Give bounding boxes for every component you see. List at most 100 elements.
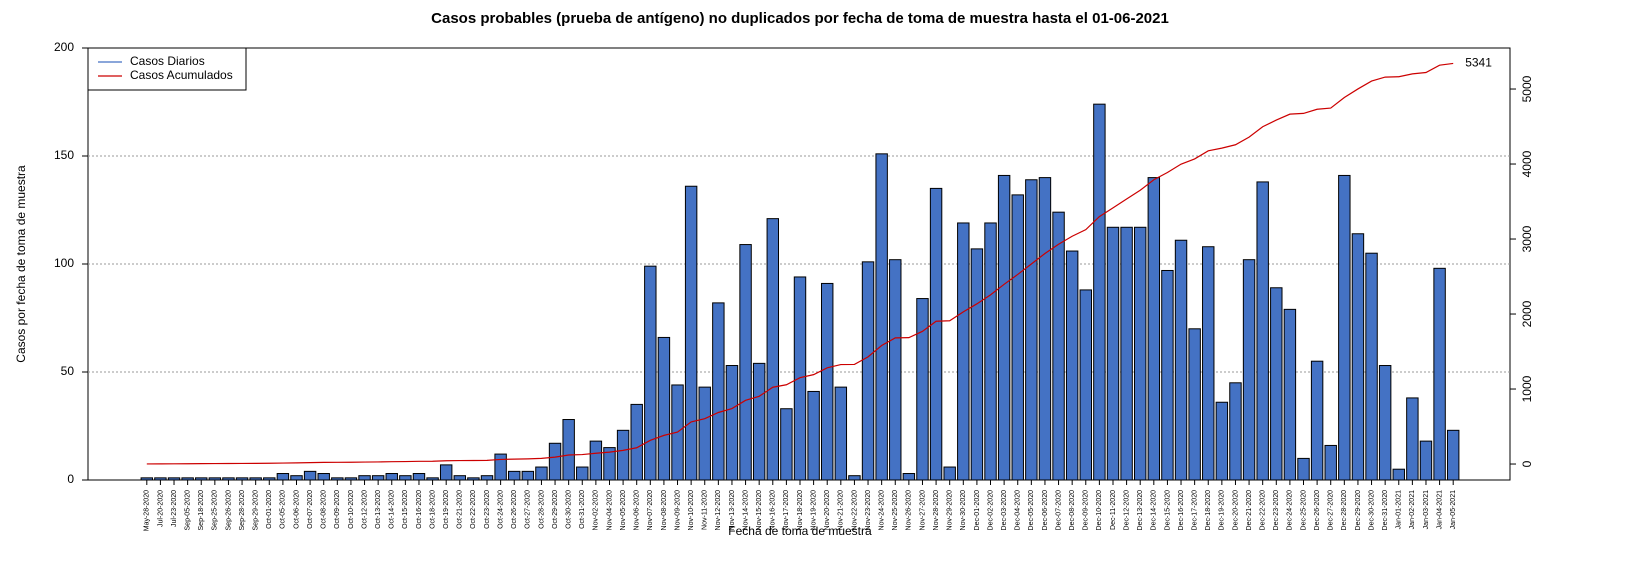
x-tick-label: Nov-09-2020 — [674, 490, 681, 531]
bar — [725, 365, 739, 481]
bar — [1229, 382, 1242, 481]
bar — [861, 261, 875, 481]
bar — [1378, 365, 1392, 481]
cumulative-line — [146, 62, 1454, 465]
x-tick-label: Dec-31-2020 — [1382, 490, 1389, 531]
bar — [821, 282, 834, 481]
bar — [1338, 174, 1351, 481]
x-tick-label: Nov-16-2020 — [770, 490, 777, 531]
x-tick-label: Dec-21-2020 — [1246, 490, 1253, 531]
bar — [1038, 177, 1052, 481]
bar — [1025, 179, 1038, 481]
x-tick-label: Dec-07-2020 — [1055, 490, 1062, 531]
bar — [1147, 177, 1161, 481]
x-tick-label: Dec-09-2020 — [1083, 490, 1090, 531]
bar — [331, 477, 344, 481]
bar — [698, 386, 711, 481]
bar — [780, 408, 793, 481]
x-tick-label: Nov-04-2020 — [606, 490, 613, 531]
x-tick-label: Dec-27-2020 — [1328, 490, 1335, 531]
bar — [426, 477, 439, 481]
x-tick-label: Dec-26-2020 — [1314, 490, 1321, 531]
x-tick-label: Dec-04-2020 — [1015, 490, 1022, 531]
bar — [1188, 328, 1201, 481]
x-tick-label: Dec-03-2020 — [1001, 490, 1008, 531]
chart-title: Casos probables (prueba de antígeno) no … — [431, 10, 1169, 27]
x-tick-label: Dec-22-2020 — [1260, 490, 1267, 531]
x-tick-label: Nov-19-2020 — [810, 490, 817, 531]
x-tick-label: Dec-24-2020 — [1287, 490, 1294, 531]
x-tick-label: Oct-16-2020 — [416, 490, 423, 529]
bar — [399, 475, 412, 481]
bar — [1242, 259, 1256, 481]
x-tick-label: Oct-13-2020 — [375, 490, 382, 529]
bar — [385, 473, 398, 481]
x-tick-label: Dec-17-2020 — [1191, 490, 1198, 531]
bar — [739, 244, 752, 481]
x-tick-label: Nov-14-2020 — [742, 490, 749, 531]
bar — [1406, 397, 1419, 481]
x-tick-label: Dec-19-2020 — [1219, 490, 1226, 531]
bar — [589, 440, 603, 481]
x-tick-label: Oct-29-2020 — [552, 490, 559, 529]
y2-tick-label: 4000 — [1520, 150, 1534, 177]
bar — [752, 362, 766, 481]
bar — [1011, 194, 1024, 481]
bar — [929, 187, 943, 481]
bar — [997, 174, 1011, 481]
x-tick-label: Nov-21-2020 — [838, 490, 845, 531]
legend-box — [87, 47, 247, 91]
x-tick-label: Oct-23-2020 — [484, 490, 491, 529]
x-tick-label: Oct-24-2020 — [497, 490, 504, 529]
x-tick-label: Oct-26-2020 — [511, 490, 518, 529]
bar — [344, 477, 358, 481]
bar — [1270, 287, 1283, 481]
bar — [943, 466, 956, 481]
bar — [358, 475, 371, 481]
bar — [494, 453, 507, 481]
bar — [235, 477, 249, 481]
x-tick-label: Oct-19-2020 — [443, 490, 450, 529]
bar — [984, 222, 997, 481]
bar — [1419, 440, 1433, 481]
y2-tick-label: 2000 — [1520, 300, 1534, 327]
x-tick-label: Nov-02-2020 — [593, 490, 600, 531]
x-tick-label: Oct-09-2020 — [334, 490, 341, 529]
bar — [644, 265, 657, 481]
bar — [1106, 226, 1120, 481]
bar — [1079, 289, 1092, 481]
bar — [181, 477, 194, 481]
x-tick-label: Nov-30-2020 — [960, 490, 967, 531]
x-tick-label: Nov-06-2020 — [634, 490, 641, 531]
x-tick-label: Jan-05-2021 — [1450, 490, 1457, 529]
bar — [1310, 360, 1324, 481]
bar — [480, 475, 494, 481]
bar — [616, 429, 630, 481]
bar — [1161, 269, 1174, 481]
bar — [154, 477, 167, 481]
x-tick-label: Dec-14-2020 — [1151, 490, 1158, 531]
y2-tick-label: 5000 — [1520, 75, 1534, 102]
bar — [467, 477, 480, 481]
x-tick-label: Dec-15-2020 — [1164, 490, 1171, 531]
x-tick-label: Dec-23-2020 — [1273, 490, 1280, 531]
bar — [562, 419, 575, 481]
x-tick-label: Oct-22-2020 — [470, 490, 477, 529]
y2-tick-label: 1000 — [1520, 375, 1534, 402]
x-tick-label: Dec-28-2020 — [1341, 490, 1348, 531]
x-tick-label: Nov-08-2020 — [661, 490, 668, 531]
bar — [1133, 226, 1147, 481]
x-tick-label: Dec-10-2020 — [1096, 490, 1103, 531]
bar — [1215, 401, 1229, 481]
bar — [276, 473, 290, 481]
x-tick-label: Nov-07-2020 — [647, 490, 654, 531]
x-tick-label: Dec-05-2020 — [1028, 490, 1035, 531]
x-tick-label: Nov-15-2020 — [756, 490, 763, 531]
x-tick-label: Oct-08-2020 — [321, 490, 328, 529]
bar — [603, 447, 616, 481]
bar — [317, 473, 330, 481]
x-tick-label: Sep-05-2020 — [184, 490, 191, 531]
bar — [1256, 181, 1269, 481]
bar — [957, 222, 970, 481]
